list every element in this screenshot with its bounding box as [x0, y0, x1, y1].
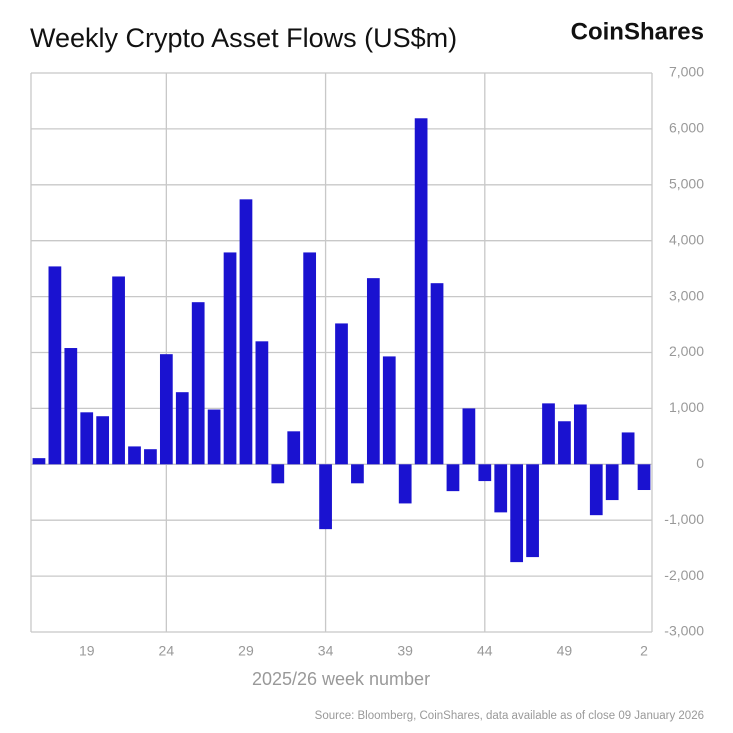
bar: [255, 341, 269, 465]
x-tick-label: 2: [640, 643, 648, 659]
y-tick-label: 2,000: [669, 343, 704, 359]
bar: [144, 449, 157, 465]
bar: [366, 278, 380, 465]
bar: [573, 404, 587, 465]
y-tick-label: 1,000: [669, 399, 704, 415]
bar: [558, 421, 571, 465]
brand: CoinShares: [571, 18, 704, 45]
bar: [621, 432, 635, 465]
x-tick-label: 34: [318, 643, 334, 659]
bar: [223, 252, 237, 465]
x-tick-label: 49: [557, 643, 573, 659]
bar: [398, 464, 412, 504]
y-tick-label: 3,000: [669, 287, 704, 303]
bar: [462, 408, 476, 465]
bar: [96, 416, 110, 465]
bar: [48, 266, 62, 465]
x-tick-label: 39: [397, 643, 413, 659]
bar: [32, 458, 46, 465]
bar: [319, 464, 332, 530]
source-note: Source: Bloomberg, CoinShares, data avai…: [315, 710, 704, 722]
bar: [494, 464, 508, 513]
bar: [526, 464, 539, 558]
bar: [589, 464, 603, 516]
y-tick-label: 4,000: [669, 231, 704, 247]
y-tick-label: -2,000: [664, 567, 704, 583]
chart-title: Weekly Crypto Asset Flows (US$m): [30, 23, 457, 53]
bar: [430, 283, 444, 465]
bar: [128, 446, 141, 465]
bar: [637, 464, 651, 491]
y-tick-label: 0: [696, 455, 704, 471]
bar: [478, 464, 492, 482]
x-tick-label: 29: [238, 643, 254, 659]
bar: [191, 302, 205, 465]
y-tick-label: -3,000: [664, 623, 704, 639]
y-tick-label: 7,000: [669, 64, 704, 80]
bar: [112, 276, 125, 465]
bar: [382, 356, 396, 465]
bar: [542, 403, 555, 465]
bar: [175, 392, 189, 465]
x-tick-label: 44: [477, 643, 493, 659]
bar: [605, 464, 619, 501]
x-tick-label: 19: [79, 643, 95, 659]
bar: [446, 464, 460, 492]
bar: [80, 412, 94, 465]
bar: [64, 348, 78, 465]
bar: [159, 354, 173, 465]
bar: [351, 464, 364, 484]
bar: [207, 409, 221, 465]
x-axis-label: 2025/26 week number: [252, 669, 430, 689]
bar: [510, 464, 524, 563]
bar: [271, 464, 285, 484]
bar: [239, 199, 253, 465]
y-tick-label: -1,000: [664, 511, 704, 527]
bar: [303, 252, 317, 465]
y-tick-label: 5,000: [669, 176, 704, 192]
x-tick-label: 24: [159, 643, 175, 659]
bar: [335, 323, 348, 465]
bar: [414, 118, 428, 465]
bar: [287, 431, 301, 465]
y-tick-label: 6,000: [669, 120, 704, 136]
